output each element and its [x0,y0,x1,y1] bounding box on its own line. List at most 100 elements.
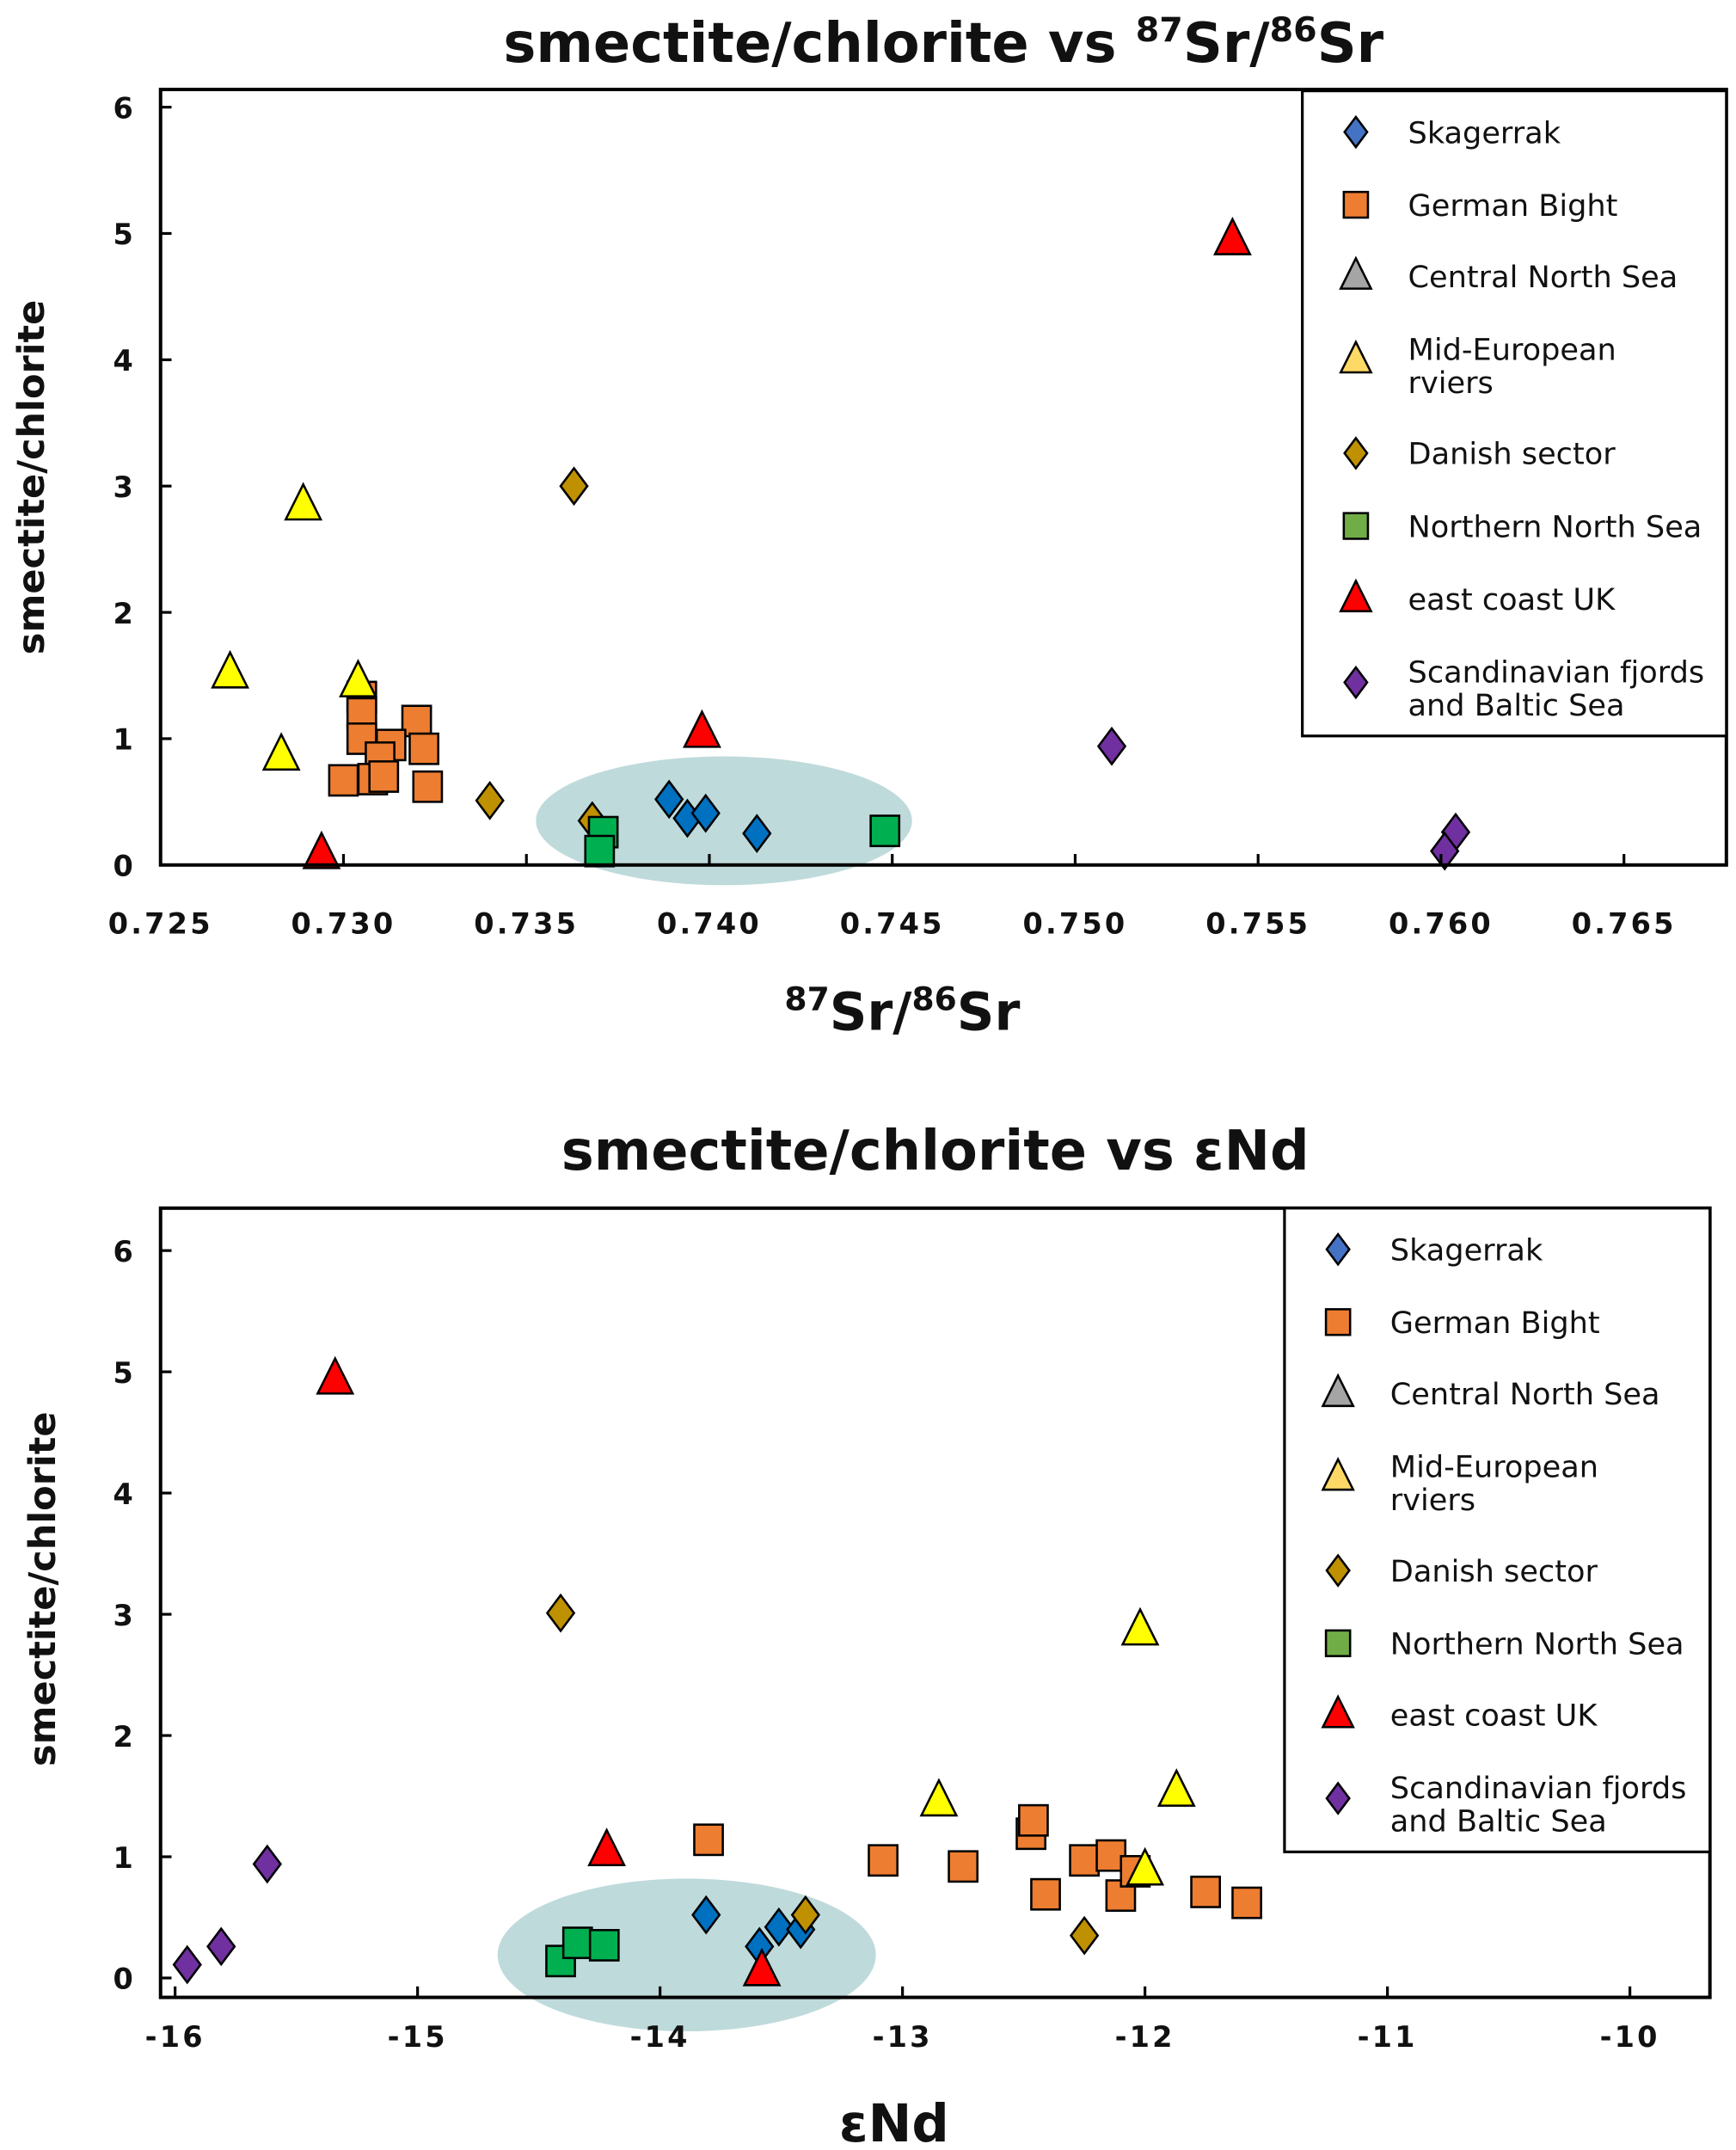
point-gb [1190,1875,1222,1908]
point-gb [1018,1803,1049,1837]
superscript: 86 [1270,10,1317,50]
point-mer [1120,1606,1160,1646]
point-scan [206,1926,236,1967]
x-tick-label: -13 [873,2020,933,2054]
legend-label: Scandinavian fjords [1390,1771,1687,1806]
legend-marker-skag [1343,114,1369,150]
x-axis-label: 87Sr/86Sr [784,980,1020,1042]
legend-label: Danish sector [1390,1554,1598,1589]
point-scan [1430,831,1460,871]
legend-label: Skagerrak [1390,1232,1543,1268]
y-tick-label: 5 [113,1356,136,1390]
point-gb [328,764,359,797]
legend-marker-ecuk [1339,578,1373,612]
point-mer [1156,1768,1196,1807]
legend-marker-scan [1325,1781,1351,1815]
point-skag [764,1907,794,1947]
text-segment: Sr [957,982,1021,1042]
x-tick-label: 0.765 [1572,907,1677,941]
y-tick-label: 2 [113,1720,136,1754]
point-nns [588,1929,620,1962]
y-tick-label: 6 [113,1235,136,1268]
x-axis-label: εNd [839,2094,949,2150]
point-scan [252,1844,282,1884]
legend-marker-mer [1321,1457,1355,1491]
point-ecuk [316,1355,355,1395]
y-tick-label: 6 [113,91,136,125]
legend-label: rviers [1390,1483,1475,1518]
legend-marker-mer [1339,339,1373,374]
point-nns [869,814,901,848]
x-tick-label: -14 [630,2020,690,2054]
y-axis-label: smectite/chlorite [21,1411,64,1766]
x-tick-label: -12 [1115,2020,1175,2054]
text-segment: εNd [839,2094,949,2150]
legend-label: German Bight [1408,188,1618,224]
point-skag [691,1895,721,1935]
point-gb [1231,1886,1262,1920]
legend: Skagerrak German Bight Central North Sea Mi… [1283,1207,1712,1853]
point-mer [339,659,377,697]
x-tick-label: 0.735 [474,907,579,941]
legend-marker-nns [1342,512,1370,540]
legend-marker-gb [1324,1308,1352,1336]
point-mer [919,1778,959,1817]
legend-label: and Baltic Sea [1390,1803,1607,1839]
legend-marker-ecuk [1321,1694,1355,1729]
legend-box [1283,1207,1712,1853]
legend-marker-dan [1343,436,1369,470]
point-mer [1126,1846,1165,1886]
point-gb [401,704,432,738]
x-tick-label: 0.740 [657,907,762,941]
point-gb [693,1823,724,1857]
x-tick-label: 0.750 [1022,907,1127,941]
x-tick-label: -15 [388,2020,448,2054]
legend-label: Mid-European [1408,332,1616,367]
point-ecuk [302,830,341,869]
legend-marker-cns [1339,255,1373,290]
text-segment: Sr [1317,12,1384,76]
point-scan [1096,726,1127,766]
x-tick-label: 0.760 [1389,907,1494,941]
point-gb [408,732,439,765]
chart-title: smectite/chlorite vs 87Sr/86Sr [503,10,1383,76]
point-dan [475,781,505,820]
legend-label: and Baltic Sea [1408,688,1625,723]
legend-marker-cns [1321,1373,1355,1408]
y-tick-label: 2 [113,597,136,630]
y-tick-label: 1 [113,723,136,757]
point-gb [948,1850,979,1883]
point-dan [545,1593,576,1633]
y-tick-label: 3 [113,1599,136,1632]
point-mer [261,732,301,771]
x-tick-label: -16 [145,2020,205,2054]
legend: Skagerrak German Bight Central North Sea Mi… [1301,89,1728,738]
legend-label: east coast UK [1408,582,1616,617]
legend-label: east coast UK [1390,1698,1598,1734]
legend-label: Mid-European [1390,1450,1598,1485]
point-skag [654,779,684,820]
text-segment: Sr/ [830,982,913,1042]
y-tick-label: 5 [113,218,136,251]
point-gb [412,770,444,803]
text-segment: smectite/chlorite vs εNd [561,1120,1310,1183]
legend-label: Skagerrak [1408,115,1561,150]
y-tick-label: 0 [113,850,136,883]
text-segment: Sr/ [1183,12,1270,76]
x-tick-label: 0.755 [1205,907,1310,941]
legend-label: Central North Sea [1390,1377,1660,1412]
point-skag [742,814,772,853]
text-segment: smectite/chlorite vs [503,12,1135,76]
x-tick-label: 0.745 [840,907,945,941]
y-tick-label: 4 [113,1477,136,1511]
legend-label: Northern North Sea [1408,509,1702,544]
point-dan [559,466,589,507]
legend-box [1301,89,1728,738]
point-nns [584,834,616,868]
point-gb [368,760,400,793]
legend-label: German Bight [1390,1305,1600,1341]
superscript: 87 [784,980,829,1017]
chart-title: smectite/chlorite vs εNd [561,1120,1310,1183]
